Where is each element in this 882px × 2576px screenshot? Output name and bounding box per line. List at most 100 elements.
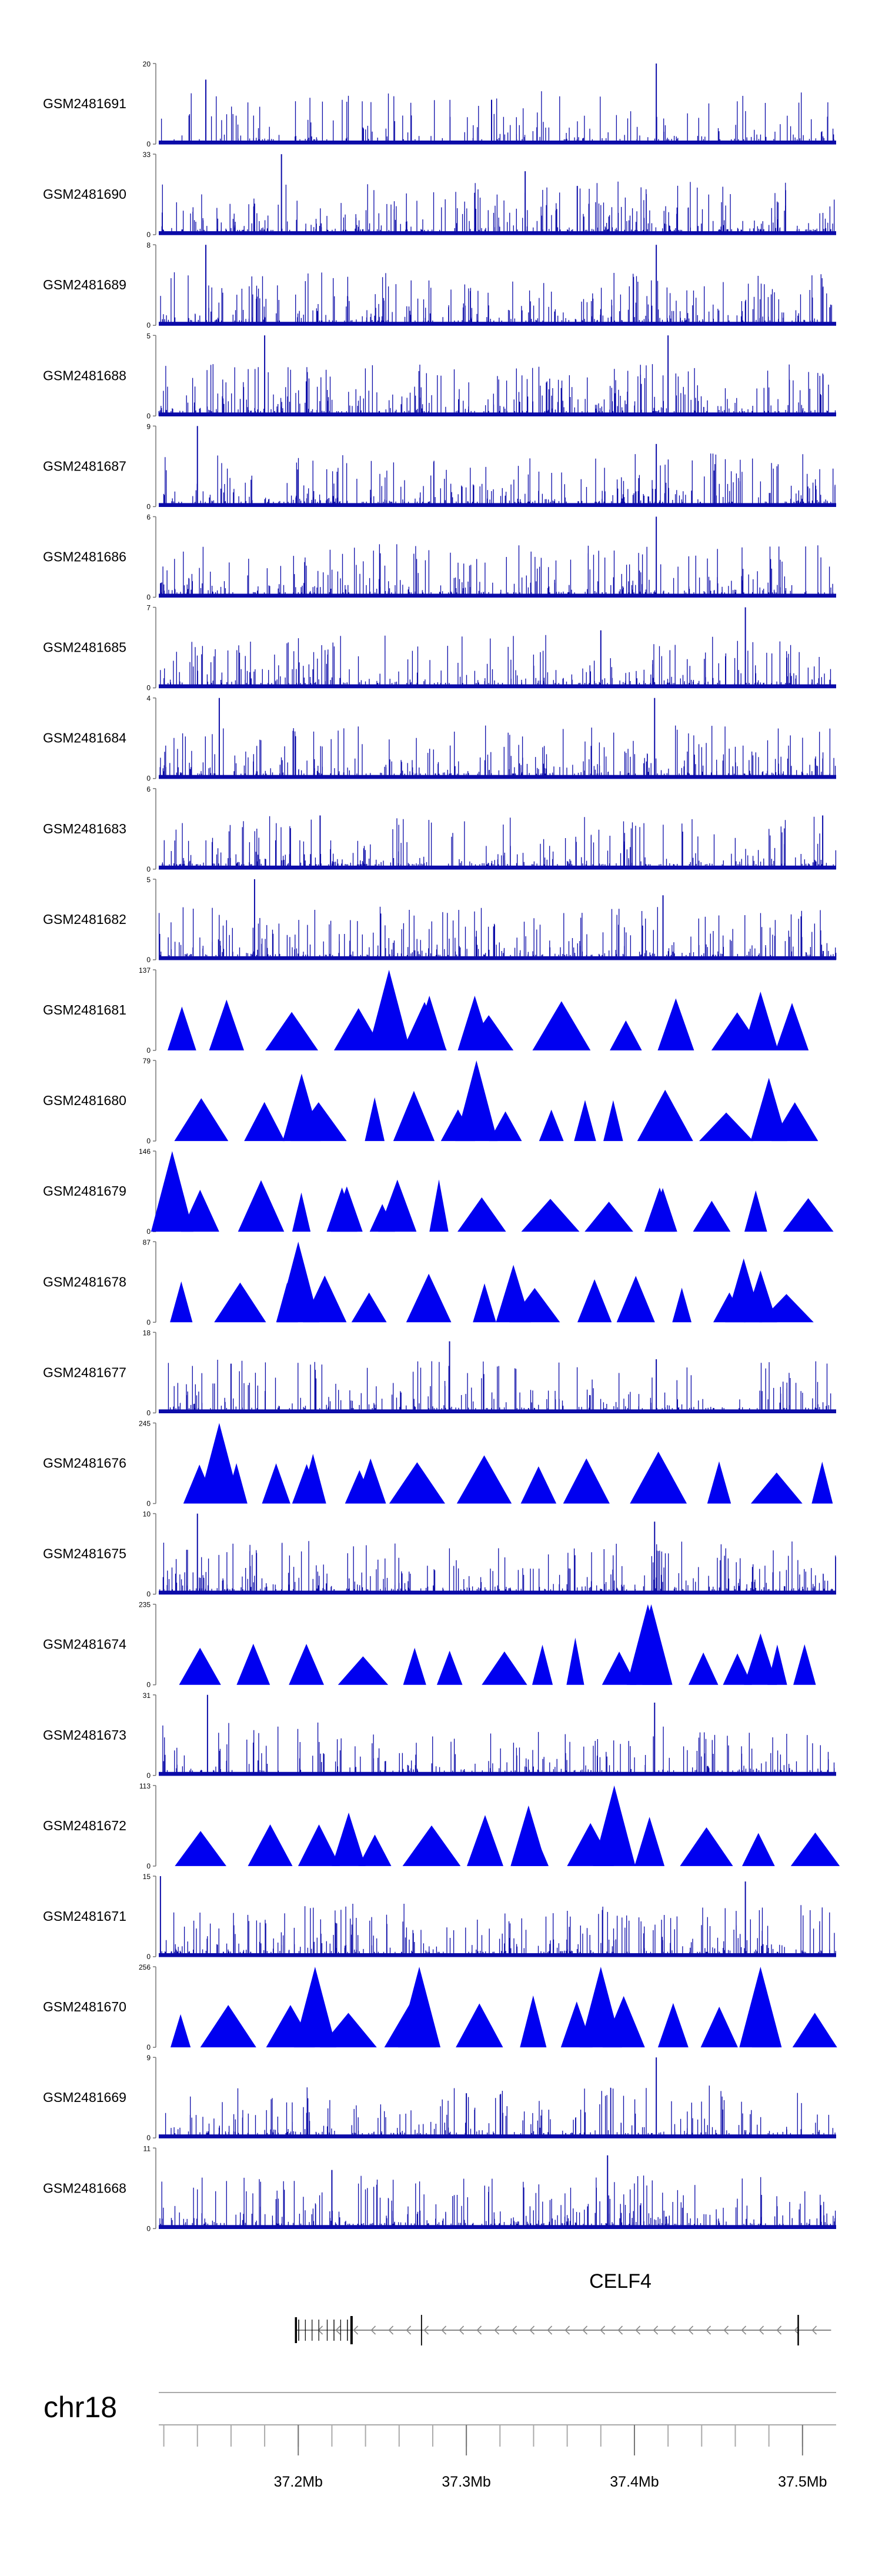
coverage-peak xyxy=(744,1633,777,1685)
coverage-triangles xyxy=(170,1273,814,1323)
coverage-triangles xyxy=(175,1815,840,1866)
coverage-bars xyxy=(159,2086,836,2138)
coverage-peak xyxy=(644,1187,675,1232)
coverage-bars xyxy=(159,635,836,689)
track-GSM2481670: GSM2481670 256 0 xyxy=(43,1963,837,2051)
exon xyxy=(298,2320,299,2341)
coverage-triangles xyxy=(174,1090,818,1142)
axis-tick-label: 37.3Mb xyxy=(442,2474,490,2490)
y-tick-label-min: 0 xyxy=(146,1409,151,1417)
y-tick-label-max: 11 xyxy=(143,2144,151,2153)
y-tick-label-min: 0 xyxy=(146,321,151,329)
y-tick-label-min: 0 xyxy=(146,231,151,239)
y-tick-label-max: 245 xyxy=(139,1420,151,1428)
coverage-baseline xyxy=(159,141,836,144)
coverage-peak xyxy=(198,1423,240,1504)
coverage-bars xyxy=(159,453,836,508)
strand-chevron xyxy=(441,2325,447,2335)
coverage-baseline xyxy=(159,2225,836,2229)
y-tick-label-max: 6 xyxy=(146,785,151,793)
y-tick-label-min: 0 xyxy=(146,2224,151,2233)
coverage-peak xyxy=(510,1805,547,1866)
strand-chevron xyxy=(723,2325,729,2335)
strand-chevron xyxy=(794,2325,800,2335)
track-label: GSM2481680 xyxy=(43,1093,126,1108)
coverage-peak xyxy=(412,996,447,1050)
axis-tick-label: 37.2Mb xyxy=(274,2474,323,2490)
track-label: GSM2481686 xyxy=(43,549,126,565)
y-tick-label-min: 0 xyxy=(146,1500,151,1508)
strand-chevron xyxy=(494,2325,500,2335)
y-tick-label-max: 6 xyxy=(146,513,151,522)
track-GSM2481679: GSM2481679 146 0 xyxy=(43,1147,834,1236)
coverage-peak xyxy=(282,1073,321,1142)
coverage-bars xyxy=(159,181,836,235)
track-label: GSM2481672 xyxy=(43,1818,126,1833)
track-label: GSM2481687 xyxy=(43,458,126,473)
gene-label: CELF4 xyxy=(589,2270,652,2293)
strand-chevron xyxy=(670,2325,676,2335)
axis-tick-group xyxy=(163,2425,803,2447)
track-GSM2481673: GSM2481673 31 0 xyxy=(43,1691,836,1780)
y-tick-label-min: 0 xyxy=(146,1771,151,1780)
coverage-baseline xyxy=(159,775,836,779)
y-tick-label-min: 0 xyxy=(146,865,151,873)
coverage-bars xyxy=(158,906,837,960)
y-tick-label-min: 0 xyxy=(146,412,151,420)
coverage-baseline xyxy=(159,1409,836,1413)
coverage-peak xyxy=(369,1204,395,1232)
coverage-peak xyxy=(739,1967,782,2048)
coverage-bars xyxy=(159,2175,836,2229)
strand-chevron xyxy=(759,2325,764,2335)
y-tick-label-max: 7 xyxy=(146,604,151,612)
coverage-peak xyxy=(750,1077,787,1142)
strand-chevron xyxy=(318,2325,323,2335)
exon xyxy=(420,2315,422,2345)
track-label: GSM2481679 xyxy=(43,1183,126,1199)
strand-chevron xyxy=(459,2325,465,2335)
track-label: GSM2481684 xyxy=(43,730,126,746)
exon xyxy=(340,2320,341,2341)
coverage-peak xyxy=(368,970,410,1050)
coverage-bars xyxy=(159,816,837,870)
coverage-peak xyxy=(579,1967,622,2048)
y-tick-label-max: 15 xyxy=(143,1873,151,1881)
track-label: GSM2481673 xyxy=(43,1727,126,1743)
coverage-baseline xyxy=(159,1953,836,1957)
track-GSM2481689: GSM2481689 8 0 xyxy=(43,241,836,329)
chromosome-label: chr18 xyxy=(44,2391,117,2424)
coverage-peak xyxy=(457,996,492,1050)
track-GSM2481687: GSM2481687 9 0 xyxy=(43,422,836,510)
y-tick-label-max: 31 xyxy=(143,1691,151,1700)
y-tick-label-max: 10 xyxy=(143,1510,151,1519)
strand-chevron xyxy=(406,2325,412,2335)
y-tick-label-min: 0 xyxy=(146,1590,151,1599)
coverage-bars xyxy=(159,725,836,779)
coverage-peak xyxy=(744,1270,777,1323)
axis-tick-label: 37.4Mb xyxy=(610,2474,659,2490)
track-label: GSM2481691 xyxy=(43,96,126,111)
coverage-triangles xyxy=(171,1995,837,2048)
y-tick-label-min: 0 xyxy=(146,1862,151,1870)
strand-chevron xyxy=(688,2325,694,2335)
y-tick-label-max: 5 xyxy=(146,332,151,340)
y-tick-label-min: 0 xyxy=(146,502,151,510)
y-tick-label-min: 0 xyxy=(146,1318,151,1326)
track-label: GSM2481685 xyxy=(43,640,126,655)
track-GSM2481685: GSM2481685 7 0 xyxy=(43,604,836,692)
coverage-baseline xyxy=(159,684,836,688)
track-GSM2481678: GSM2481678 87 0 xyxy=(43,1238,814,1326)
coverage-bars xyxy=(159,1541,836,1595)
coverage-triangles xyxy=(168,998,809,1050)
track-GSM2481669: GSM2481669 9 0 xyxy=(43,2054,836,2142)
track-label: GSM2481677 xyxy=(43,1364,126,1380)
strand-chevron xyxy=(617,2325,623,2335)
y-tick-label-max: 113 xyxy=(139,1782,151,1790)
track-GSM2481683: GSM2481683 6 0 xyxy=(43,785,837,873)
track-list: GSM2481691200GSM2481690330GSM248168980GS… xyxy=(43,60,840,2233)
track-GSM2481674: GSM2481674 235 0 xyxy=(43,1601,816,1689)
coverage-bars xyxy=(159,1722,836,1776)
track-label: GSM2481670 xyxy=(43,1999,126,2014)
coverage-baseline xyxy=(159,1771,836,1776)
